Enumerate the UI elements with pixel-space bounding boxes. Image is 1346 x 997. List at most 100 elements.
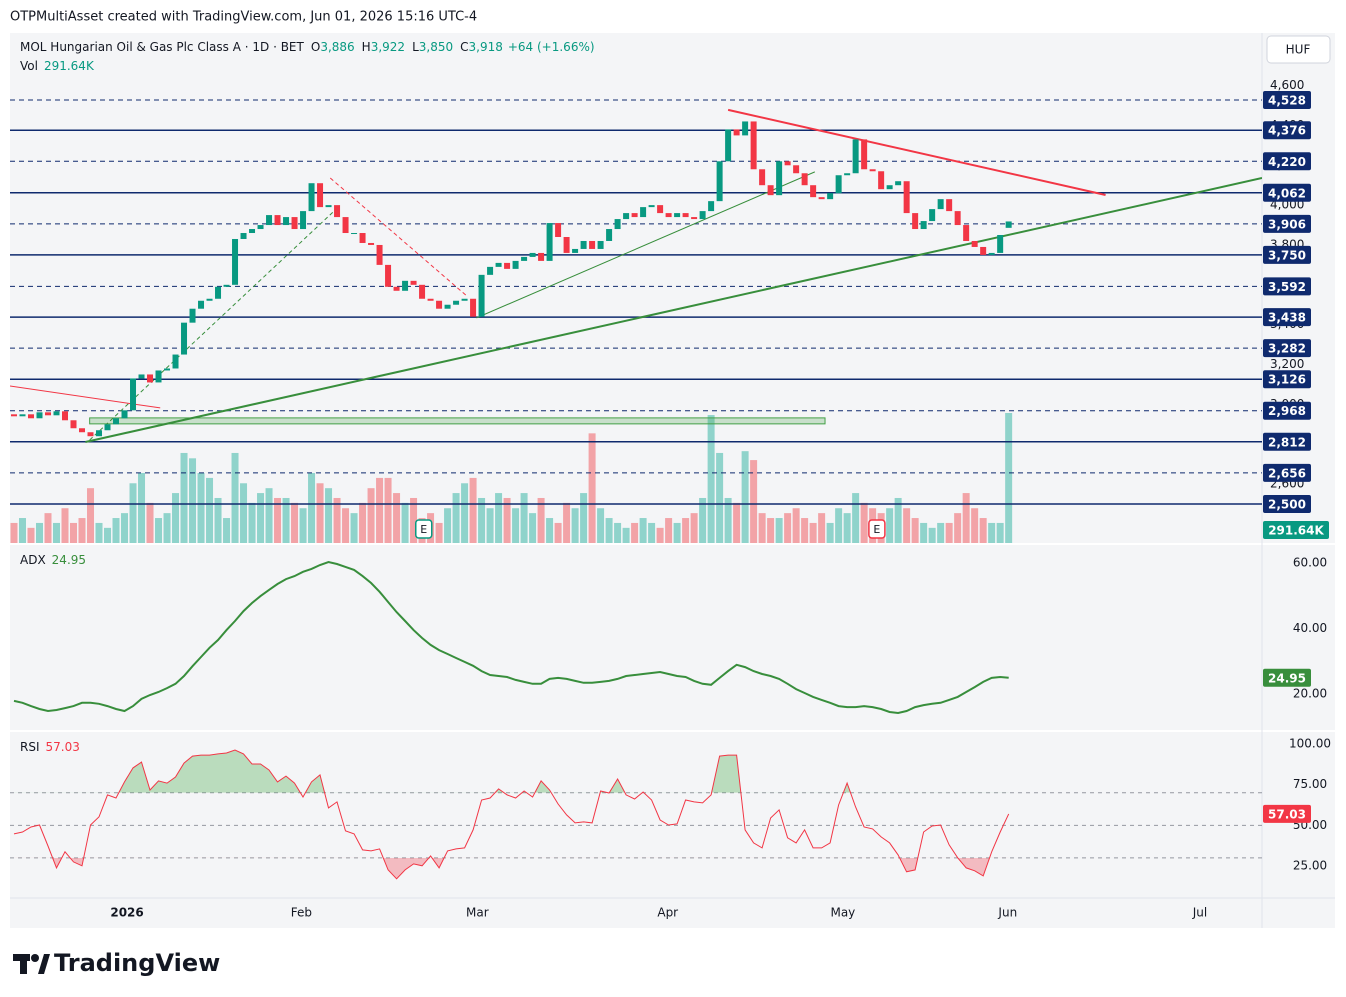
candle <box>232 238 239 285</box>
candle <box>419 284 426 299</box>
candle <box>172 354 179 369</box>
event-label: E <box>420 523 427 536</box>
volume-bar <box>87 488 95 543</box>
pane-separator <box>10 543 1335 545</box>
legend: MOL Hungarian Oil & Gas Plc Class A · 1D… <box>20 40 595 54</box>
level-label-box <box>1263 401 1311 420</box>
credit: OTPMultiAsset created with TradingView.c… <box>10 10 477 25</box>
candle <box>997 235 1004 253</box>
candle <box>937 199 944 210</box>
level-label: 3,906 <box>1268 217 1306 231</box>
volume-bar <box>18 518 26 543</box>
volume-bar <box>172 493 180 543</box>
y-tick-label: 40.00 <box>1293 621 1327 635</box>
candle <box>19 414 26 417</box>
pane-separator <box>10 730 1335 732</box>
candle <box>793 165 800 174</box>
indicator-name: ADX <box>20 553 46 567</box>
level-label: 4,528 <box>1268 93 1306 107</box>
level-label: 4,220 <box>1268 155 1306 169</box>
level-label: 2,656 <box>1268 466 1306 480</box>
value-label: 24.95 <box>1268 671 1306 685</box>
volume-bar <box>665 518 673 543</box>
candle <box>920 221 927 230</box>
level-label: 3,592 <box>1268 280 1306 294</box>
volume-bar <box>971 508 979 543</box>
x-tick-label: 2026 <box>110 906 143 920</box>
candle <box>359 233 366 243</box>
volume-bar <box>894 497 902 543</box>
candle <box>130 378 137 411</box>
event-badge <box>415 519 433 539</box>
candle <box>631 213 638 218</box>
volume-bar <box>563 502 571 543</box>
volume-bar <box>282 497 290 543</box>
trend-line <box>85 177 1262 443</box>
volume-bar <box>27 527 35 543</box>
level-label-box <box>1263 277 1311 296</box>
x-tick-label: Feb <box>291 906 312 920</box>
y-tick-label: 4,600 <box>1270 78 1304 92</box>
volume-bar <box>44 513 52 543</box>
candle <box>512 260 519 269</box>
candle <box>283 217 290 226</box>
candle <box>665 213 672 218</box>
candle <box>844 173 851 176</box>
volume-bar <box>401 502 409 543</box>
currency: HUF <box>1286 43 1311 57</box>
level-label-box <box>1263 463 1311 482</box>
volume-bar <box>410 497 418 543</box>
volume-bar <box>554 522 562 543</box>
level-label-box <box>1263 90 1311 109</box>
candle <box>300 211 307 230</box>
candle <box>215 286 222 299</box>
indicator-value: 24.95 <box>52 553 86 567</box>
level-label: 3,750 <box>1268 248 1306 262</box>
candle <box>733 129 740 136</box>
candle <box>181 322 188 355</box>
volume-value: 291.64K <box>44 59 95 73</box>
volume-bar <box>197 473 205 543</box>
title: MOL Hungarian Oil & Gas Plc Class A · 1D… <box>20 40 305 54</box>
volume-bar <box>214 497 222 543</box>
candle <box>410 280 417 285</box>
volume-bar <box>1005 412 1013 543</box>
candle <box>563 237 570 253</box>
volume-bar <box>648 522 656 543</box>
zone <box>89 417 826 425</box>
volume-bar <box>155 518 163 543</box>
overbought <box>13 750 1009 793</box>
indicator-line <box>13 560 1009 715</box>
candle <box>835 175 842 194</box>
candle <box>912 213 919 230</box>
candle <box>716 161 723 202</box>
volume-bar <box>741 451 749 543</box>
candle <box>478 274 485 317</box>
volume-bar <box>393 493 401 543</box>
candle <box>546 223 553 261</box>
volume-bar <box>486 508 494 543</box>
level-label-box <box>1263 339 1311 358</box>
volume-bar <box>138 473 146 543</box>
candle <box>334 205 341 218</box>
volume-bar <box>860 502 868 543</box>
candle <box>946 199 953 212</box>
volume-value-label: 291.64K <box>1268 523 1324 537</box>
volume-bar <box>495 493 503 543</box>
candle <box>963 225 970 241</box>
volume-bar <box>996 522 1004 543</box>
value-box <box>1263 668 1311 687</box>
volume-bar <box>724 497 732 543</box>
candle <box>147 374 154 383</box>
volume-bar <box>240 483 248 543</box>
ohlc-key: O <box>311 40 320 54</box>
volume-bar <box>775 518 783 543</box>
level-label-box <box>1263 308 1311 327</box>
candle <box>70 420 77 429</box>
volume-bar <box>291 502 299 543</box>
volume-bar <box>333 497 341 543</box>
candle <box>487 266 494 275</box>
candle <box>980 246 987 255</box>
candle <box>368 242 375 245</box>
candle <box>240 233 247 239</box>
